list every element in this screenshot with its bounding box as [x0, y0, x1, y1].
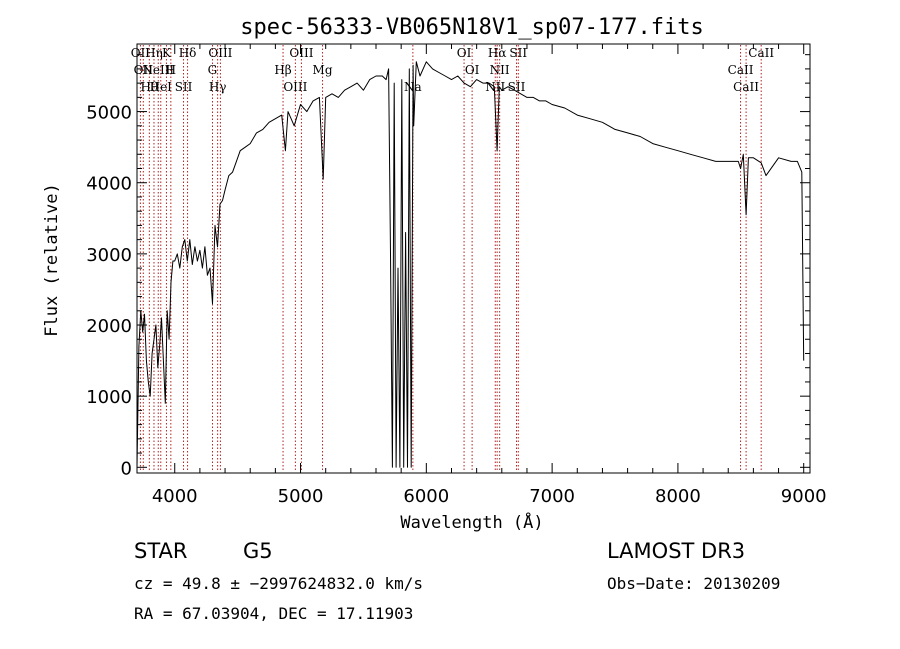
object-subclass: G5: [243, 539, 273, 563]
coordinates: RA = 67.03904, DEC = 17.11903: [134, 604, 414, 623]
x-tick-label: 9000: [781, 486, 827, 507]
line-marker-label: NII: [490, 63, 510, 77]
line-marker-label: OIII: [289, 46, 313, 60]
y-tick-label: 0: [121, 458, 132, 479]
line-marker-label: G: [208, 63, 218, 77]
plot-frame: [136, 43, 811, 474]
line-marker-label: K: [162, 46, 172, 60]
y-tick-label: 3000: [86, 245, 132, 266]
line-marker-label: OI: [457, 46, 472, 60]
x-tick-label: 5000: [278, 486, 324, 507]
x-tick-label: 4000: [152, 486, 198, 507]
line-marker-label: Hγ: [209, 80, 227, 94]
line-marker-label: OI: [465, 63, 480, 77]
spectrum-line: [136, 61, 805, 468]
line-marker-label: Hθ: [140, 80, 158, 94]
y-tick-label: 5000: [86, 103, 132, 124]
line-marker-label: OII: [131, 46, 151, 60]
line-marker-label: SII: [509, 46, 527, 60]
y-tick-label: 4000: [86, 174, 132, 195]
line-marker-label: NeIII: [142, 63, 174, 77]
line-marker-label: Hη: [145, 46, 163, 60]
axis-ticks: 4000 5000 6000 7000 8000 9000 0 1000 2000 3000 400…: [86, 44, 827, 507]
line-marker-label: CaII: [728, 63, 754, 77]
x-axis-label: Wavelength (Å): [400, 511, 543, 533]
line-marker-label: Hδ: [179, 46, 197, 60]
line-marker-label: Mg: [313, 63, 333, 77]
line-marker-label: SII: [508, 80, 526, 94]
object-class: STAR: [134, 539, 188, 563]
redshift-line: cz = 49.8 ± −2997624832.0 km/s: [134, 574, 423, 593]
line-marker-label: CaII: [733, 80, 759, 94]
y-tick-label: 1000: [86, 387, 132, 408]
line-marker-label: SII: [175, 80, 193, 94]
line-marker-label: NII: [485, 80, 505, 94]
y-axis-label: Flux (relative): [42, 183, 62, 337]
line-marker-label: HeI: [150, 80, 173, 94]
line-marker-label: Hβ: [274, 63, 291, 77]
y-tick-label: 2000: [86, 316, 132, 337]
line-marker-label: Hα: [488, 46, 507, 60]
x-tick-label: 6000: [403, 486, 449, 507]
plot-frame-rect: [136, 43, 811, 474]
line-marker-label: OII: [134, 63, 154, 77]
line-marker-label: OIII: [283, 80, 307, 94]
spectrum-series: [136, 61, 805, 468]
x-tick-label: 8000: [655, 486, 701, 507]
spectral-line-markers: [139, 45, 762, 472]
line-marker-label: H: [166, 63, 176, 77]
x-tick-label: 7000: [529, 486, 575, 507]
spectral-line-labels: OII OII Hθ Hη NeIII HeI KH SII Hδ G Hγ OIII Hβ OIII OI…: [131, 46, 775, 94]
survey-name: LAMOST DR3: [607, 539, 746, 563]
line-marker-label: OIII: [208, 46, 232, 60]
chart-title: spec-56333-VB065N18V1_sp07-177.fits: [240, 15, 704, 40]
obs-date: Obs−Date: 20130209: [607, 574, 781, 593]
line-marker-label: CaII: [748, 46, 774, 60]
